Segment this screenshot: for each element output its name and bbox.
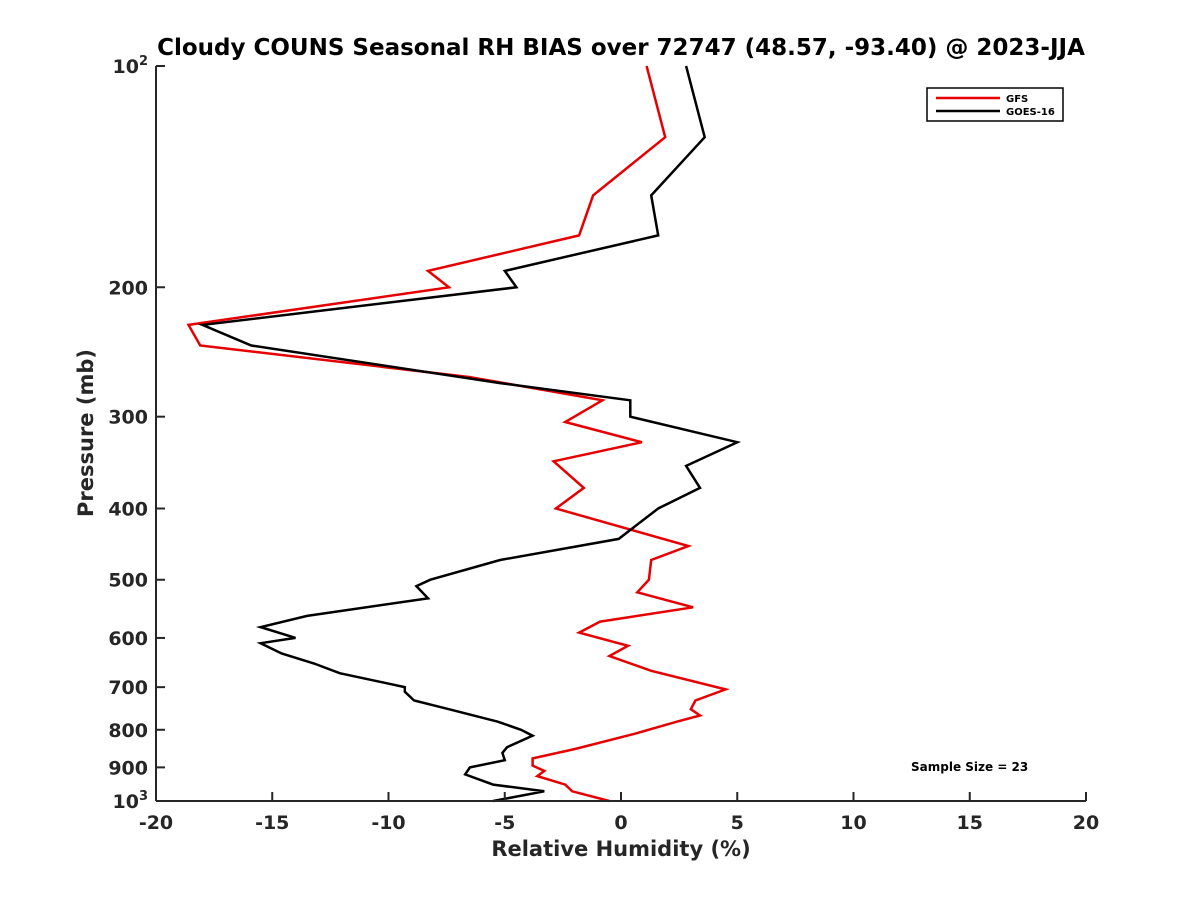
y-tick-label: 900 (108, 757, 148, 779)
x-ticks: -20 -15 -10 -5 0 5 10 15 20 (139, 792, 1099, 834)
x-tick-label: 10 (840, 812, 866, 834)
x-axis-label: Relative Humidity (%) (491, 837, 750, 861)
series-layer (186, 65, 742, 803)
y-tick-label: 500 (108, 570, 148, 592)
x-tick-label: 0 (614, 812, 627, 834)
legend-label-goes16: GOES-16 (1006, 107, 1055, 118)
y-tick-label: 600 (108, 628, 148, 650)
x-tick-label: 20 (1073, 812, 1099, 834)
legend-box (926, 87, 1064, 122)
x-tick-label: -5 (494, 812, 515, 834)
y-tick-label: 800 (108, 720, 148, 742)
x-tick-label: -15 (255, 812, 289, 834)
y-tick-label: 400 (108, 499, 148, 521)
y-tick-label: 300 (108, 407, 148, 429)
series-line-goes16 (197, 65, 742, 803)
x-tick-label: 15 (957, 812, 983, 834)
legend: GFS GOES-16 (926, 87, 1064, 122)
legend-label-gfs: GFS (1006, 94, 1028, 105)
sample-size-annotation: Sample Size = 23 (911, 760, 1028, 774)
x-tick-label: 5 (731, 812, 744, 834)
series-line-gfs (186, 65, 730, 803)
x-tick-label: -20 (139, 812, 173, 834)
y-axis-label: Pressure (mb) (74, 349, 98, 517)
y-tick-label: 200 (108, 277, 148, 299)
y-tick-label: 700 (108, 677, 148, 699)
chart-title: Cloudy COUNS Seasonal RH BIAS over 72747… (157, 35, 1085, 61)
x-tick-label: -10 (371, 812, 405, 834)
